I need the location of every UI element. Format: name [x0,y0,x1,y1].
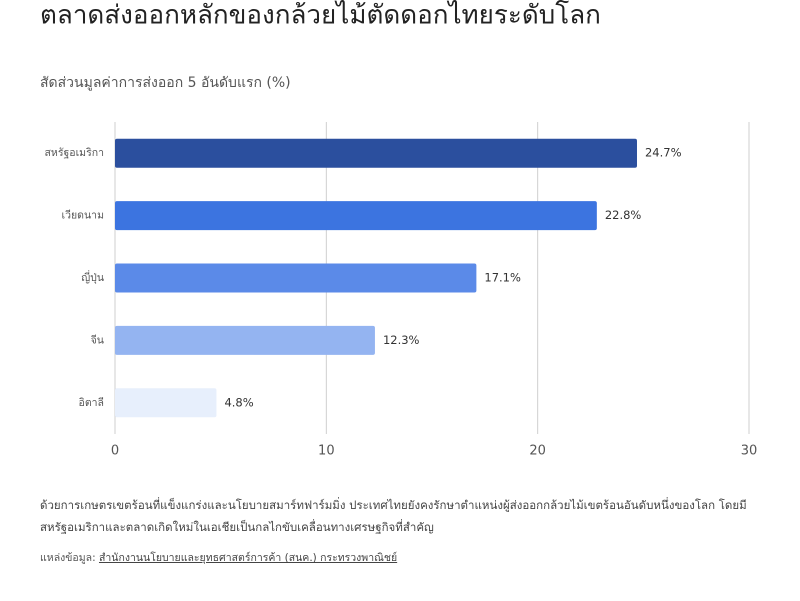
value-label: 4.8% [224,395,253,409]
chart-subtitle: สัดส่วนมูลค่าการส่งออก 5 อันดับแรก (%) [40,75,291,91]
value-label: 12.3% [383,333,420,347]
footnote: ด้วยการเกษตรเขตร้อนที่แข็งแกร่งและนโยบาย… [40,498,747,534]
x-tick-label: 10 [318,444,335,459]
x-tick-label: 20 [529,444,546,459]
y-tick-label: จีน [91,333,104,346]
source-link[interactable]: สำนักงานนโยบายและยุทธศาสตร์การค้า (สนค.)… [98,552,398,564]
value-label: 22.8% [605,208,642,222]
bar [115,325,375,355]
value-label: 24.7% [645,146,682,160]
y-tick-label: เวียดนาม [62,209,104,222]
bar [115,388,217,418]
y-tick-label: อิตาลี [79,396,104,409]
bar [115,138,637,168]
x-tick-label: 30 [741,444,758,459]
value-label: 17.1% [484,271,521,285]
bar [115,263,477,293]
chart-title: ตลาดส่งออกหลักของกล้วยไม้ตัดดอกไทยระดับโ… [40,0,601,31]
bar [115,201,597,231]
chart: ตลาดส่งออกหลักของกล้วยไม้ตัดดอกไทยระดับโ… [40,0,758,459]
y-tick-label: ญี่ปุ่น [81,270,104,284]
source-label: แหล่งข้อมูล: [40,552,96,564]
source: แหล่งข้อมูล: สำนักงานนโยบายและยุทธศาสตร์… [40,549,397,566]
x-tick-label: 0 [111,444,119,459]
y-tick-label: สหรัฐอเมริกา [45,147,104,159]
